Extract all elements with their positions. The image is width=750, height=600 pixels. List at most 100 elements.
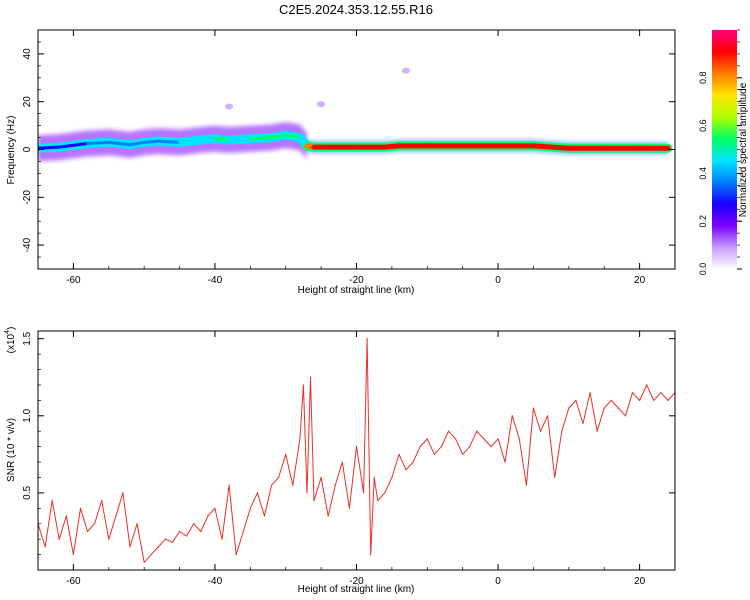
snr-data-point (476, 430, 478, 432)
snr-data-point (101, 500, 103, 502)
snr-data-point (256, 492, 259, 494)
ridge-core-segment (128, 140, 146, 147)
snr-data-point (561, 430, 563, 432)
snr-data-point (518, 438, 520, 440)
spectrogram-x-tick-label: -40 (208, 275, 223, 286)
snr-data-point (497, 438, 499, 440)
snr-data-point (320, 476, 322, 479)
snr-data-point (214, 507, 216, 509)
snr-data-point (122, 492, 124, 494)
spectral-blob (317, 101, 326, 108)
svg-text:(x104): (x104) (4, 327, 17, 354)
snr-data-point (539, 430, 542, 432)
snr-data-point (504, 461, 506, 463)
ridge-core-segment (107, 140, 132, 147)
snr-data-point (426, 438, 428, 440)
snr-data-point (568, 407, 570, 409)
snr-data-point (207, 515, 209, 517)
snr-data-point (72, 553, 74, 556)
ridge-core-segment (199, 137, 217, 142)
snr-data-point (554, 476, 556, 479)
snr-data-point (483, 438, 485, 440)
snr-data-point (249, 507, 251, 509)
snr-scale-exponent: 4 (4, 330, 11, 334)
spectrogram-x-tick-label: 20 (634, 275, 646, 286)
ridge-core-segment (284, 133, 302, 140)
snr-data-point (624, 415, 627, 417)
ridge-core-segment (178, 138, 203, 144)
snr-data-point (86, 530, 89, 533)
snr-data-point (462, 453, 464, 455)
snr-data-point (263, 515, 266, 517)
snr-data-point (327, 515, 329, 517)
snr-data-point (129, 546, 131, 548)
snr-x-tick-label: 0 (495, 576, 501, 587)
spectrogram-x-label: Height of straight line (km) (298, 285, 415, 296)
spectrogram-panel: -60 -40 -20 0 20 -40 -20 0 20 40 Height of straig… (6, 29, 676, 296)
snr-data-point (242, 530, 244, 533)
snr-data-point (341, 461, 343, 463)
colorbar-tick-label: 0.2 (698, 215, 708, 228)
snr-data-point (377, 500, 379, 502)
snr-data-point (157, 546, 159, 548)
snr-data-point (490, 446, 492, 448)
ridge-core-segment (156, 139, 182, 144)
snr-data-point (454, 438, 457, 440)
snr-data-point (51, 500, 53, 502)
spectrogram-y-tick-label: 20 (22, 96, 33, 108)
snr-data-point (405, 469, 407, 471)
snr-data-point (469, 446, 471, 448)
snr-data-point (398, 453, 400, 455)
snr-data-point (370, 553, 372, 556)
spectrogram-y-tick-label: 0 (22, 146, 33, 152)
snr-data-point (79, 507, 82, 509)
colorbar-gradient (712, 30, 737, 269)
snr-data-point (143, 561, 145, 563)
snr-data-point (299, 438, 301, 440)
snr-data-point (108, 538, 110, 540)
snr-data-point (178, 530, 181, 533)
snr-data-point (373, 476, 375, 479)
ridge-core-segment (57, 142, 90, 149)
ridge-core-segment (38, 145, 61, 150)
snr-scale-prefix: (x10 (6, 333, 17, 353)
spectrogram-y-tick-label: -20 (22, 190, 33, 205)
colorbar-tick-label: 0.4 (698, 167, 708, 180)
ridge-core-segment (270, 133, 288, 140)
spectrogram-y-tick-label: -40 (22, 237, 33, 252)
snr-data-point (313, 500, 315, 502)
snr-data-point (278, 476, 280, 479)
snr-data-point (412, 461, 414, 463)
ridge-core-segment (86, 140, 111, 146)
snr-data-point (589, 392, 591, 394)
colorbar-tick-label: 0.0 (698, 263, 708, 276)
snr-data-point (171, 541, 174, 543)
snr-data-point (221, 538, 223, 540)
snr-data-point (186, 535, 188, 537)
snr-data-point (302, 384, 305, 386)
snr-data-point (309, 376, 312, 378)
snr-data-point (384, 492, 386, 494)
snr-data-point (348, 507, 351, 509)
spectral-blob (402, 67, 411, 74)
snr-data-point (631, 392, 634, 394)
figure-title: C2E5.2024.353.12.55.R16 (279, 2, 433, 17)
snr-data-point (115, 515, 117, 517)
snr-data-point (532, 407, 535, 409)
spectrogram-x-tick-label: 0 (495, 275, 501, 286)
snr-data-point (617, 407, 619, 409)
heatmap-marks (38, 67, 673, 162)
snr-x-tick-label: 20 (634, 576, 646, 587)
snr-y-tick-label: 0.5 (22, 486, 33, 500)
snr-axes: -60 -40 -20 0 20 0.5 1.0 1.5 (22, 331, 676, 587)
snr-data-point (355, 446, 358, 448)
snr-data-point (65, 515, 67, 517)
snr-data-point (58, 538, 60, 540)
spectrogram-y-tick-label: 40 (22, 48, 33, 60)
ridge-core-segment (227, 137, 252, 142)
colorbar-tick-label: 0.8 (698, 72, 708, 85)
snr-data-point (44, 546, 46, 548)
snr-line-marks (38, 338, 675, 563)
snr-data-point (200, 530, 202, 533)
